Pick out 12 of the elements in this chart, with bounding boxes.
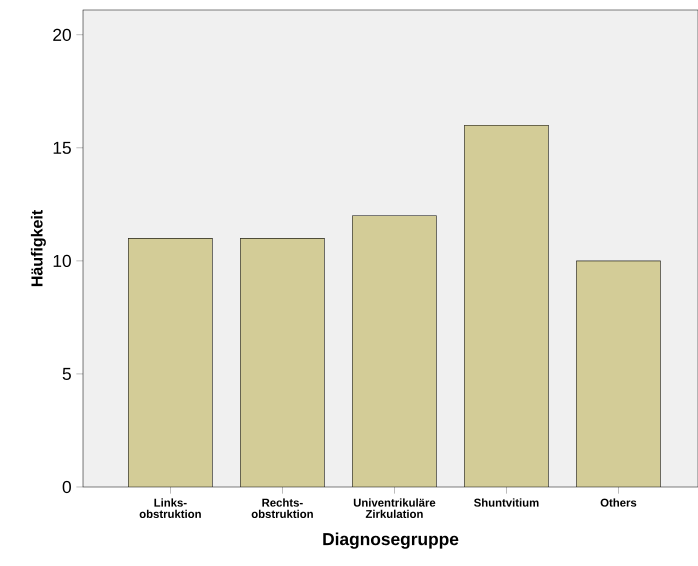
x-tick-label: Links- obstruktion (140, 498, 201, 518)
y-tick-label: 0 (62, 480, 71, 494)
x-tick-label: Rechts- obstruktion (252, 498, 313, 518)
y-tick-label: 5 (62, 368, 71, 380)
y-tick-label: 15 (54, 142, 71, 154)
x-tick-label: Shuntvitium (474, 498, 538, 507)
y-axis-title: Häufigkeit (30, 210, 46, 286)
y-tick-label: 20 (53, 28, 71, 41)
x-tick-label: Others (600, 498, 636, 507)
x-tick-label: Univentrikuläre Zirkulation (354, 498, 436, 518)
x-axis-title: Diagnosegruppe (323, 532, 458, 549)
y-tick-label: 10 (54, 254, 71, 268)
